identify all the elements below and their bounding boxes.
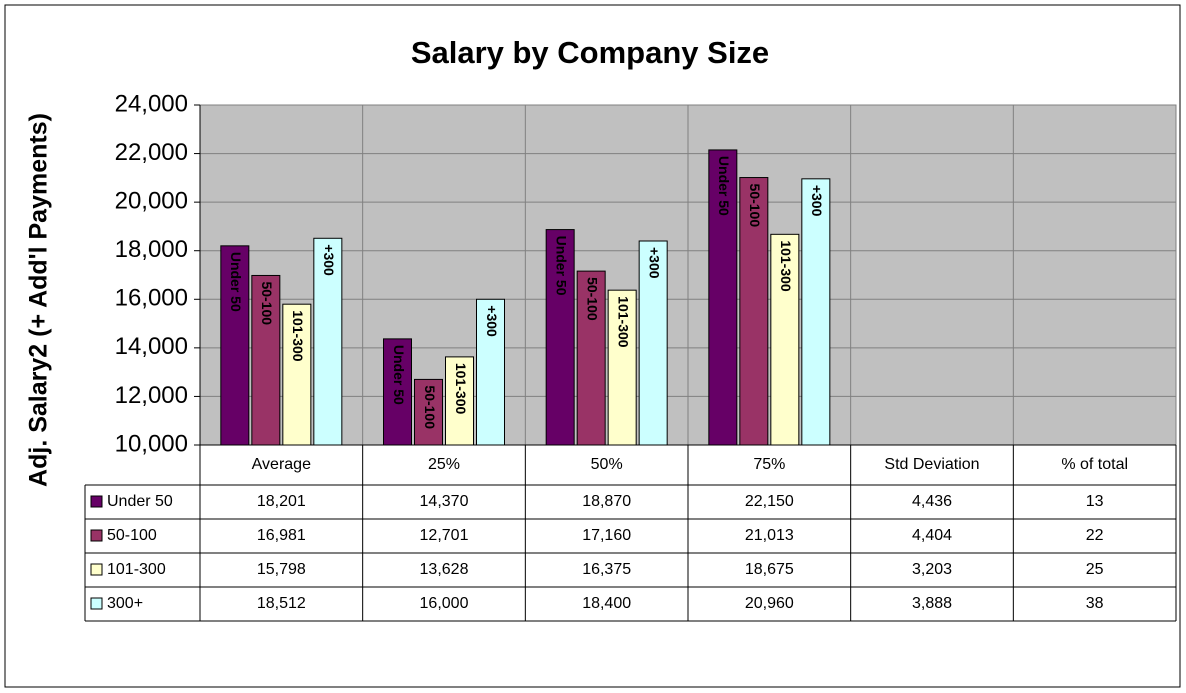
table-cell: 3,888 xyxy=(912,595,952,612)
bar xyxy=(313,237,343,445)
table-cell: 16,375 xyxy=(582,561,631,578)
table-cell: 13,628 xyxy=(420,561,469,578)
bar xyxy=(638,240,668,445)
chart-title: Salary by Company Size xyxy=(411,35,769,70)
bar-label: Under 50 xyxy=(391,345,407,405)
x-tick-label: Std Deviation xyxy=(884,456,979,473)
bar xyxy=(282,303,312,445)
table-cell: 38 xyxy=(1086,595,1104,612)
table-cell: 4,436 xyxy=(912,493,952,510)
bar xyxy=(220,245,250,445)
bar-label: 101-300 xyxy=(453,363,469,415)
bar xyxy=(576,270,606,445)
table-cell: 20,960 xyxy=(745,595,794,612)
bar xyxy=(414,378,443,445)
table-cell: 16,981 xyxy=(257,527,306,544)
bar-label: 101-300 xyxy=(290,310,306,362)
x-tick-label: Average xyxy=(252,456,311,473)
bar-label: +300 xyxy=(484,305,500,337)
bar xyxy=(739,177,769,445)
bar-label: Under 50 xyxy=(553,236,569,296)
table-cell: 12,701 xyxy=(420,527,469,544)
table-cell: 17,160 xyxy=(582,527,631,544)
x-tick-label: % of total xyxy=(1061,456,1128,473)
y-tick-label: 10,000 xyxy=(115,430,188,457)
bar-label: +300 xyxy=(646,247,662,279)
y-tick-label: 14,000 xyxy=(115,333,188,360)
x-tick-label: 50% xyxy=(591,456,623,473)
bar-label: +300 xyxy=(809,185,825,217)
x-tick-label: 75% xyxy=(753,456,785,473)
table-cell: 15,798 xyxy=(257,561,306,578)
table-cell: 22,150 xyxy=(745,493,794,510)
bar xyxy=(383,338,412,445)
bar-label: 101-300 xyxy=(615,296,631,348)
table-cell: 4,404 xyxy=(912,527,952,544)
y-tick-label: 18,000 xyxy=(115,236,188,263)
y-axis-label: Adj. Salary2 (+ Add'l Payments) xyxy=(25,113,53,487)
legend-swatch xyxy=(90,597,103,610)
bar-label: 50-100 xyxy=(259,281,275,325)
table-cell: 16,000 xyxy=(420,595,469,612)
bar xyxy=(545,229,575,445)
y-tick-label: 22,000 xyxy=(115,139,188,166)
legend-label: 101-300 xyxy=(107,561,166,578)
legend-swatch xyxy=(90,495,103,508)
legend-swatch xyxy=(90,529,103,542)
bar-label: 101-300 xyxy=(778,240,794,292)
table-cell: 18,675 xyxy=(745,561,794,578)
table-cell: 3,203 xyxy=(912,561,952,578)
table-cell: 18,400 xyxy=(582,595,631,612)
table-cell: 18,201 xyxy=(257,493,306,510)
legend-swatch xyxy=(90,563,103,576)
bar-label: +300 xyxy=(321,244,337,276)
table-cell: 21,013 xyxy=(745,527,794,544)
bar xyxy=(708,149,738,445)
y-tick-label: 12,000 xyxy=(115,382,188,409)
y-tick-label: 16,000 xyxy=(115,285,188,312)
y-tick-label: 24,000 xyxy=(115,90,188,117)
legend-label: Under 50 xyxy=(107,493,173,510)
bar-label: 50-100 xyxy=(747,184,763,228)
x-tick-label: 25% xyxy=(428,456,460,473)
table-cell: 25 xyxy=(1086,561,1104,578)
table-cell: 13 xyxy=(1086,493,1104,510)
bar-label: Under 50 xyxy=(228,252,244,312)
bar xyxy=(251,274,281,445)
table-cell: 14,370 xyxy=(420,493,469,510)
bar xyxy=(445,356,474,445)
table-cell: 18,512 xyxy=(257,595,306,612)
bar-label: 50-100 xyxy=(422,385,438,429)
bar xyxy=(476,298,505,445)
legend-label: 300+ xyxy=(107,595,143,612)
bar xyxy=(607,289,637,445)
bar-label: Under 50 xyxy=(716,156,732,216)
bar xyxy=(801,178,831,445)
bar xyxy=(770,233,800,445)
legend-label: 50-100 xyxy=(107,527,157,544)
bar-label: 50-100 xyxy=(584,277,600,321)
table-cell: 18,870 xyxy=(582,493,631,510)
y-tick-label: 20,000 xyxy=(115,187,188,214)
table-cell: 22 xyxy=(1086,527,1104,544)
